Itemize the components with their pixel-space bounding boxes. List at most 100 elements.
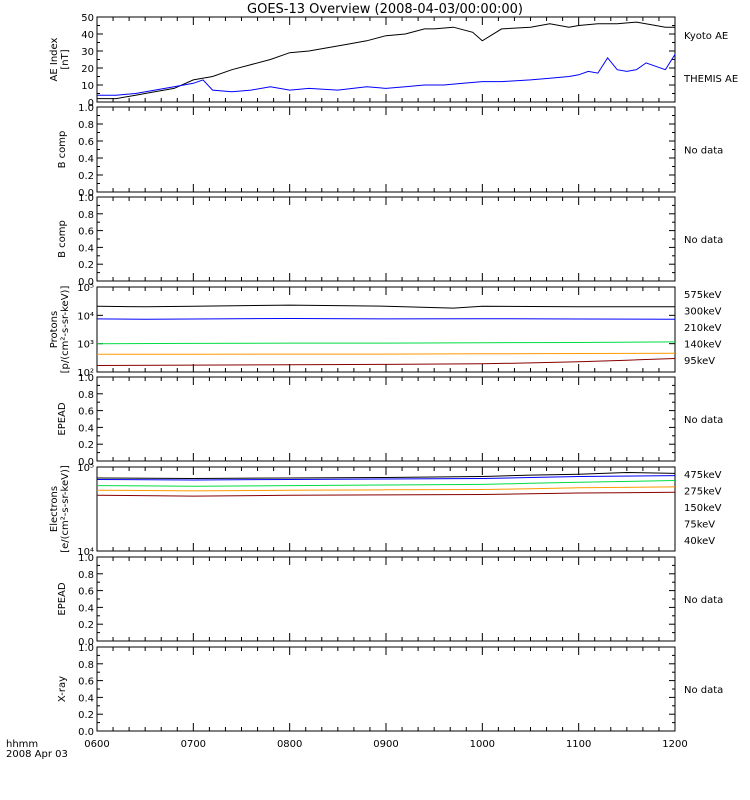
y-tick-label: 0.0 [78, 457, 94, 468]
y-tick-label: 10⁵ [77, 463, 94, 474]
series-line-40kev [96, 471, 676, 480]
x-tick-label: 0900 [373, 739, 398, 750]
y-tick-label: 10⁴ [77, 311, 94, 322]
y-tick-label: 1.0 [78, 103, 94, 114]
y-tick-label: 0.4 [78, 693, 94, 704]
y-axis-label: EPEAD [57, 402, 68, 436]
y-axis-label: X-ray [57, 676, 68, 702]
panel-frame [96, 16, 676, 103]
y-tick-label: 0.6 [78, 137, 94, 148]
legend-label: 210keV [684, 323, 722, 334]
series-line-475kev [96, 491, 676, 497]
legend-label: 300keV [684, 307, 722, 318]
series-line-themis-ae [97, 54, 676, 96]
date-label: 2008 Apr 03 [6, 749, 68, 760]
y-tick-label: 0.0 [78, 277, 94, 288]
x-tick-label: 0700 [181, 739, 206, 750]
no-data-label: No data [684, 685, 723, 696]
legend-label: 140keV [684, 340, 722, 351]
y-tick-label: 0.2 [78, 710, 94, 721]
y-tick-label: 0.2 [78, 260, 94, 271]
legend-label: 575keV [684, 290, 722, 301]
y-axis-unit-label: [e/(cm²-s-sr-keV)] [60, 465, 71, 553]
y-tick-label: 0.0 [78, 637, 94, 648]
panel-2: 0.0 0.2 0.4 0.6 0.8 1.0 B comp No data [57, 103, 723, 199]
panel-frame [96, 376, 676, 462]
y-tick-label: 0.6 [78, 227, 94, 238]
y-tick-label: 0.4 [78, 603, 94, 614]
y-tick-label: 40 [81, 30, 94, 41]
series-line-575kev [96, 358, 676, 366]
panel-8: 0.0 0.2 0.4 0.6 0.8 1.0 X-ray No data [57, 643, 723, 738]
y-tick-label: 0.8 [78, 120, 94, 131]
legend-label: 95keV [684, 356, 715, 367]
y-tick-label: 0.8 [78, 570, 94, 581]
y-tick-label: 1.0 [78, 643, 94, 654]
y-tick-label: 10² [77, 368, 94, 379]
y-axis-label: B comp [57, 131, 68, 169]
panel-frame [96, 646, 676, 732]
y-tick-label: 0.4 [78, 243, 94, 254]
legend-label: THEMIS AE [683, 74, 738, 85]
legend-label: 275keV [684, 487, 722, 498]
y-tick-label: 0.6 [78, 407, 94, 418]
panels-group: 0 10 20 30 40 50 AE Index [nT] Kyoto AE THEMIS AE… [49, 13, 738, 750]
y-axis-unit-label: [nT] [60, 49, 71, 69]
panel-3: 0.0 0.2 0.4 0.6 0.8 1.0 B comp No data [57, 193, 723, 288]
panel-1: 0 10 20 30 40 50 AE Index [nT] Kyoto AE THEMIS AE [49, 13, 738, 109]
series-line-150kev [96, 480, 676, 487]
y-tick-label: 20 [81, 64, 94, 75]
y-tick-label: 0.4 [78, 154, 94, 165]
no-data-label: No data [684, 235, 723, 246]
panel-frame [96, 106, 676, 193]
y-axis-label: B comp [57, 220, 68, 258]
legend-label: 75keV [684, 520, 715, 531]
legend-label: Kyoto AE [684, 31, 728, 42]
panel-frame [96, 556, 676, 642]
x-tick-label: 0600 [84, 739, 109, 750]
legend-label: 475keV [684, 470, 722, 481]
legend-label: 40keV [684, 536, 715, 547]
y-axis-unit-label: [p/(cm²-s-sr-keV)] [60, 286, 71, 374]
panel-6: 10⁴ 10⁵ Electrons [e/(cm²-s-sr-keV)] 475keV 2… [49, 463, 722, 558]
time-unit-label: hhmm [6, 739, 38, 750]
y-axis-label: Protons [49, 311, 60, 348]
y-tick-label: 0.2 [78, 440, 94, 451]
x-tick-label: 1200 [662, 739, 687, 750]
y-tick-label: 50 [81, 13, 94, 24]
legend-label: 150keV [684, 503, 722, 514]
y-tick-label: 30 [81, 47, 94, 58]
y-tick-label: 0.6 [78, 677, 94, 688]
y-tick-label: 1.0 [78, 193, 94, 204]
y-tick-label: 0.8 [78, 210, 94, 221]
series-line-275kev [96, 486, 676, 492]
series-line-140kev [96, 317, 676, 320]
no-data-label: No data [684, 415, 723, 426]
series-line-kyoto-ae [97, 21, 675, 100]
x-tick-label: 1100 [566, 739, 591, 750]
y-tick-label: 0.4 [78, 423, 94, 434]
y-axis-label: AE Index [49, 37, 60, 81]
series-line-300kev [96, 352, 676, 355]
y-tick-label: 0.2 [78, 620, 94, 631]
y-tick-label: 10⁴ [77, 547, 94, 558]
y-tick-label: 10⁵ [77, 283, 94, 294]
x-tick-label: 1000 [470, 739, 495, 750]
y-tick-label: 1.0 [78, 553, 94, 564]
y-tick-label: 1.0 [78, 373, 94, 384]
no-data-label: No data [684, 595, 723, 606]
series-line-210kev [96, 341, 676, 345]
panel-frame [96, 286, 676, 373]
panel-7: 0.0 0.2 0.4 0.6 0.8 1.0 EPEAD No data [57, 553, 723, 648]
y-tick-label: 0.0 [78, 727, 94, 738]
y-axis-label: Electrons [49, 486, 60, 532]
y-tick-label: 10 [81, 81, 94, 92]
x-tick-label: 0800 [277, 739, 302, 750]
y-axis-label: EPEAD [57, 582, 68, 616]
y-tick-label: 0.6 [78, 587, 94, 598]
y-tick-label: 0.0 [78, 188, 94, 199]
y-tick-label: 0 [88, 98, 94, 109]
series-line-75kev [96, 475, 676, 481]
panel-5: 0.0 0.2 0.4 0.6 0.8 1.0 EPEAD No data [57, 373, 723, 468]
